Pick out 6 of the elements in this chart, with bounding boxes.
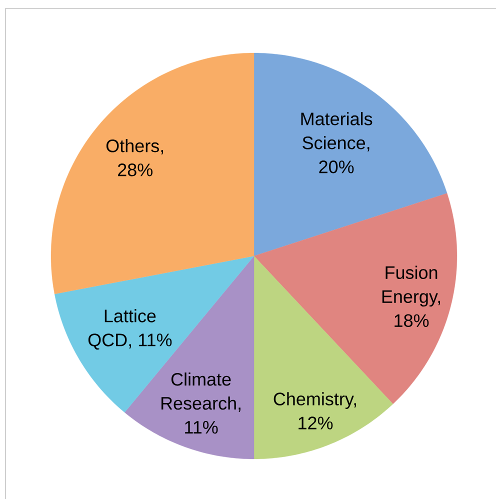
data-label: Climate Research, 11% bbox=[162, 372, 240, 434]
data-label: Others, 28% bbox=[106, 139, 164, 176]
data-label: Materials Science, 20% bbox=[301, 112, 372, 174]
data-label: Chemistry, 12% bbox=[274, 392, 356, 430]
data-label: Fusion Energy, 18% bbox=[382, 266, 440, 327]
data-label: Lattice QCD, 11% bbox=[88, 309, 172, 350]
